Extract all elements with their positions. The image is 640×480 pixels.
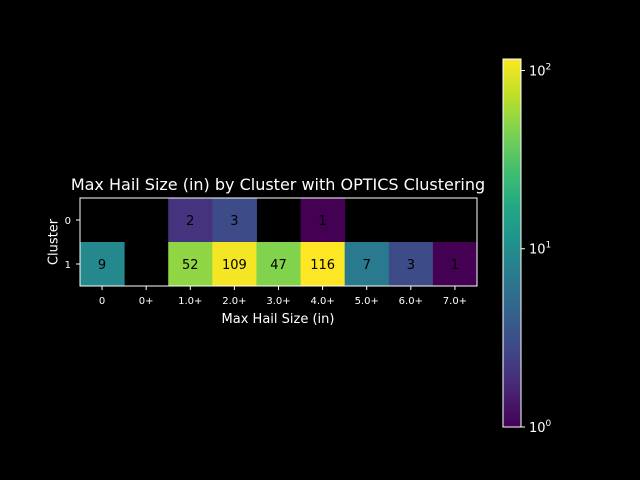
x-tick-label: 7.0+ — [443, 296, 467, 307]
chart-title: Max Hail Size (in) by Cluster with OPTIC… — [71, 175, 485, 194]
cell-value-label: 2 — [186, 214, 194, 229]
heatmap-cell — [256, 242, 302, 287]
y-tick-label: 1 — [65, 260, 71, 271]
heatmap-cell — [168, 198, 213, 243]
x-tick-label: 4.0+ — [310, 296, 334, 307]
cell-value-label: 9 — [98, 258, 106, 273]
x-tick-label: 2.0+ — [222, 296, 246, 307]
x-axis-ticks: 0 0+ 1.0+ 2.0+ 3.0+ 4.0+ 5.0+ 6.0+ 7.0+ — [99, 286, 467, 307]
colorbar-tick-label: 101 — [529, 241, 551, 258]
y-axis-label: Cluster — [47, 218, 62, 265]
x-tick-label: 3.0+ — [266, 296, 290, 307]
y-tick-label: 0 — [65, 216, 71, 227]
cell-value-label: 3 — [230, 214, 238, 229]
heatmap-cell — [388, 242, 434, 287]
x-tick-label: 0 — [99, 296, 105, 307]
cell-value-label: 116 — [310, 258, 335, 273]
heatmap-cell — [212, 242, 257, 287]
heatmap-cells — [80, 198, 478, 287]
heatmap-cell — [300, 198, 346, 243]
colorbar-frame — [502, 58, 522, 428]
cell-value-label: 7 — [363, 258, 371, 273]
heatmap-cell — [344, 242, 390, 287]
x-tick-label: 5.0+ — [355, 296, 379, 307]
colorbar-tick-label: 102 — [529, 62, 551, 79]
cell-value-label: 3 — [407, 258, 415, 273]
cell-value-label: 1 — [451, 258, 459, 273]
x-tick-label: 1.0+ — [178, 296, 202, 307]
heatmap-cell-labels: 2 3 1 9 52 109 47 116 7 3 1 — [98, 214, 459, 273]
heatmap-cell — [300, 242, 346, 287]
heatmap-cell — [212, 198, 257, 243]
cell-value-label: 52 — [182, 258, 199, 273]
x-axis-label: Max Hail Size (in) — [222, 312, 335, 327]
heatmap-cell — [432, 242, 478, 287]
colorbar-gradient — [503, 59, 521, 427]
colorbar-ticks: 100 101 102 — [521, 62, 552, 436]
x-tick-label: 6.0+ — [399, 296, 423, 307]
heatmap-cell — [168, 242, 213, 287]
colorbar: 100 101 102 — [502, 58, 552, 436]
cell-value-label: 109 — [222, 258, 247, 273]
colorbar-tick-label: 100 — [529, 419, 552, 436]
cell-value-label: 47 — [270, 258, 287, 273]
x-tick-label: 0+ — [139, 296, 154, 307]
cell-value-label: 1 — [318, 214, 326, 229]
y-axis-ticks: 01 — [65, 216, 80, 271]
heatmap-cell — [80, 242, 125, 287]
